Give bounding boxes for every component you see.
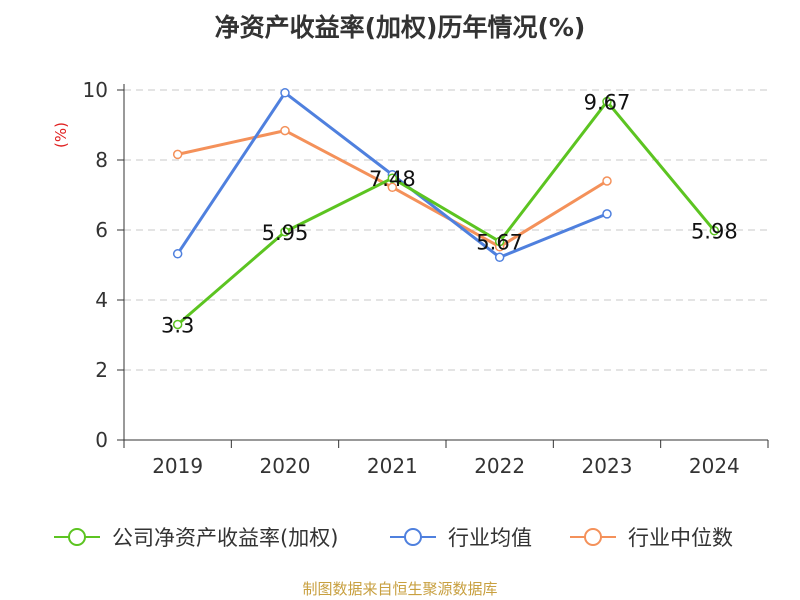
data-point <box>172 319 183 330</box>
legend-item-company[interactable]: 公司净资产收益率(加权) <box>52 520 338 554</box>
y-tick-label: 8 <box>95 148 108 172</box>
data-label: 5.95 <box>262 221 309 245</box>
legend-line-marker-icon <box>570 528 616 546</box>
data-point <box>387 173 398 183</box>
legend-item-industry-mean[interactable]: 行业均值 <box>388 520 532 554</box>
legend-line-marker-icon <box>390 528 436 546</box>
x-tick-label: 2021 <box>367 454 418 478</box>
legend-label: 公司净资产收益率(加权) <box>112 526 339 550</box>
chart-title: 净资产收益率(加权)历年情况(%) <box>214 13 586 42</box>
data-point <box>709 225 720 236</box>
source-note: 制图数据来自恒生聚源数据库 <box>302 580 498 598</box>
data-point <box>280 125 290 136</box>
data-point <box>387 182 398 193</box>
data-point <box>602 96 612 107</box>
data-point <box>602 209 612 219</box>
y-tick-label: 10 <box>83 78 108 102</box>
y-tick-label: 4 <box>95 288 108 312</box>
y-tick-label: 6 <box>95 218 108 242</box>
legend: 公司净资产收益率(加权) 行业均值 行业中位数 <box>0 520 800 554</box>
x-tick-label: 2023 <box>582 454 633 478</box>
legend-label: 行业均值 <box>448 526 532 550</box>
y-tick-label: 0 <box>95 428 108 452</box>
data-label: 5.67 <box>476 231 523 255</box>
data-label: 9.67 <box>584 91 631 115</box>
data-point <box>494 236 505 247</box>
series-line-0 <box>176 100 716 326</box>
legend-item-industry-median[interactable]: 行业中位数 <box>568 520 733 554</box>
x-tick-label: 2019 <box>152 454 203 478</box>
data-point <box>172 149 183 160</box>
data-point <box>494 252 505 263</box>
x-tick-label: 2022 <box>474 454 525 478</box>
legend-label: 行业中位数 <box>628 526 733 550</box>
legend-line-marker-icon <box>54 528 100 546</box>
data-label: 7.48 <box>369 167 416 191</box>
data-point <box>280 227 290 237</box>
data-label: 3.3 <box>161 314 194 338</box>
x-tick-label: 2020 <box>260 454 311 478</box>
data-point <box>602 176 612 186</box>
data-label: 5.98 <box>691 220 738 244</box>
data-point <box>280 88 290 98</box>
x-tick-label: 2024 <box>689 454 740 478</box>
y-tick-label: 2 <box>95 358 108 382</box>
data-point <box>172 249 183 259</box>
